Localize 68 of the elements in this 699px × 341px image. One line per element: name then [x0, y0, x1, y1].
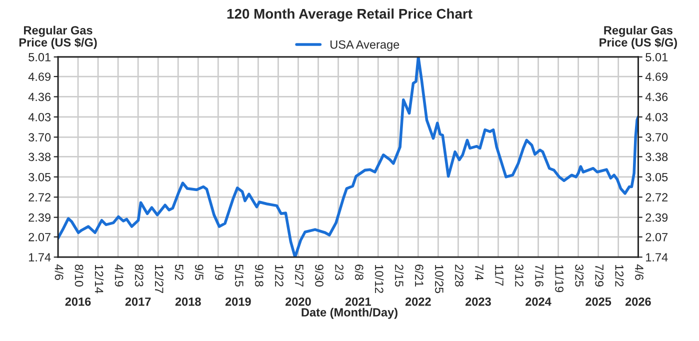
- x-tick-label: 12/27: [154, 264, 164, 294]
- x-tick-label: 2/3: [335, 264, 344, 280]
- text: 2021: [345, 297, 371, 306]
- text: 2026: [625, 297, 651, 306]
- x-tick-label: 12/2: [615, 264, 624, 286]
- y-tick-label: 4.36: [28, 92, 51, 102]
- y2-tick-label: 2.72: [646, 193, 668, 202]
- chart-title: 120 Month Average Retail Price Chart: [227, 8, 472, 22]
- x-tick-label: 10/12: [374, 264, 384, 294]
- x-tick-label: 6/8: [354, 264, 364, 280]
- x-tick-label: 9/30: [315, 264, 324, 287]
- x-tick-label: 9/18: [255, 264, 264, 287]
- y-tick-label: 5.01: [28, 52, 50, 62]
- y-axis-title: Regular Gas Price (US $/G): [19, 26, 97, 49]
- x-tick-label: 7/29: [595, 264, 604, 286]
- y-tick-label: 2.39: [28, 213, 51, 222]
- x-tick-label: 2/15: [394, 264, 404, 287]
- text: 2020: [286, 297, 311, 306]
- text: 2019: [225, 297, 251, 306]
- x-tick-label: 7/4: [475, 264, 484, 280]
- y-tick-label: 1.74: [29, 253, 51, 262]
- y2-tick-label: 1.74: [646, 253, 668, 262]
- x-tick-label: 12/14: [94, 264, 104, 294]
- y2-tick-label: 4.03: [645, 112, 668, 122]
- text: 2025: [586, 297, 612, 306]
- y2-tick-label: 3.38: [646, 152, 668, 162]
- x-tick-label: 5/27: [295, 264, 304, 286]
- text: 2024: [526, 297, 552, 306]
- y-tick-label: 3.05: [28, 172, 51, 182]
- y2-tick-label: 3.70: [646, 133, 668, 142]
- y-tick-label: 3.38: [28, 152, 51, 162]
- y2-tick-label: 4.69: [645, 72, 668, 81]
- y2-axis-title: Regular Gas Price (US $/G): [600, 26, 677, 49]
- text: 2023: [465, 297, 491, 306]
- x-axis-title: Date (Month/Day): [302, 308, 398, 319]
- x-tick-label: 3/12: [515, 264, 524, 286]
- legend-label: USA Average: [330, 40, 400, 52]
- x-tick-label: 5/2: [174, 264, 184, 280]
- x-tick-label: 4/6: [635, 264, 644, 280]
- x-tick-label: 4/6: [54, 264, 64, 280]
- x-tick-label: 5/15: [235, 264, 244, 287]
- text: 2017: [125, 297, 151, 306]
- x-tick-label: 11/19: [555, 264, 564, 292]
- x-tick-label: 1/22: [275, 264, 284, 286]
- y-tick-label: 2.07: [28, 232, 50, 242]
- x-tick-label: 4/19: [114, 264, 124, 286]
- x-tick-label: 3/25: [575, 264, 584, 287]
- x-tick-label: 1/9: [214, 264, 224, 280]
- x-tick-label: 6/21: [414, 264, 424, 286]
- y2-tick-label: 4.36: [645, 92, 668, 102]
- text: 2016: [65, 297, 91, 306]
- y-tick-label: 3.70: [28, 133, 51, 142]
- x-tick-label: 10/25: [435, 264, 444, 294]
- text: 2018: [175, 297, 201, 306]
- y2-tick-label: 2.39: [646, 213, 668, 222]
- y2-tick-label: 2.07: [646, 232, 668, 242]
- y-tick-label: 4.69: [28, 72, 51, 81]
- x-tick-label: 7/16: [535, 264, 544, 287]
- x-tick-label: 2/28: [455, 264, 464, 287]
- y-tick-label: 4.03: [28, 112, 51, 122]
- y-tick-label: 2.72: [28, 193, 50, 202]
- y2-tick-label: 3.05: [646, 172, 668, 182]
- x-tick-label: 8/10: [74, 264, 84, 287]
- x-tick-label: 11/7: [495, 264, 504, 286]
- x-tick-label: 8/23: [134, 264, 144, 287]
- x-tick-label: 9/5: [194, 264, 204, 280]
- text: 2022: [405, 297, 431, 306]
- y2-tick-label: 5.01: [646, 52, 668, 62]
